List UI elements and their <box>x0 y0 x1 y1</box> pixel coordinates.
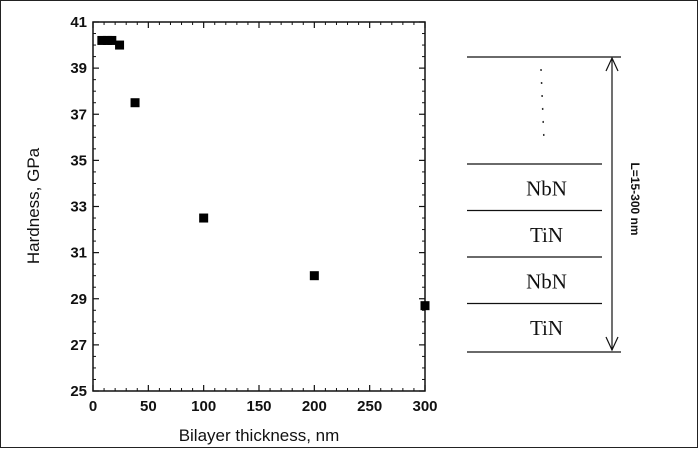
dimension-arrow-top-head <box>605 56 619 72</box>
y-tick-label: 29 <box>70 291 87 308</box>
plot-area <box>92 21 426 392</box>
data-points <box>97 35 430 311</box>
data-point <box>420 301 430 311</box>
layer-label: TiN <box>530 223 563 247</box>
x-tick-label: 100 <box>191 398 216 415</box>
y-tick-label: 33 <box>70 199 87 216</box>
data-point <box>115 40 125 50</box>
multilayer-schematic: NbN TiN NbN TiN L=15-300 nm <box>467 56 642 353</box>
y-tick-label: 41 <box>70 14 87 31</box>
y-tick-label: 25 <box>70 383 87 400</box>
y-tick-label: 35 <box>70 152 87 169</box>
x-tick-label: 150 <box>246 398 271 415</box>
axis-ticks: 0 50 100 150 200 250 300 25 27 29 31 33 35 37 39 41 <box>70 14 437 415</box>
y-tick-label: 37 <box>70 106 87 123</box>
dimension-arrow-bottom-head <box>605 336 619 352</box>
layer-label: NbN <box>526 176 567 200</box>
continuation-dots <box>540 68 545 142</box>
y-tick-label: 27 <box>70 337 87 354</box>
data-point <box>130 98 140 108</box>
data-point <box>199 213 209 223</box>
x-tick-label: 300 <box>412 398 437 415</box>
y-tick-label: 31 <box>70 245 87 262</box>
data-point <box>107 35 117 45</box>
dimension-label: L=15-300 nm <box>628 162 642 235</box>
layer-stack: NbN TiN NbN TiN <box>467 163 621 353</box>
x-tick-label: 200 <box>302 398 327 415</box>
y-tick-label: 39 <box>70 60 87 77</box>
x-tick-label: 50 <box>140 398 157 415</box>
data-point <box>97 35 107 45</box>
x-tick-label: 0 <box>89 398 97 415</box>
x-tick-label: 250 <box>357 398 382 415</box>
layer-label: TiN <box>530 316 563 340</box>
scatter-plot: 0 50 100 150 200 250 300 25 27 29 31 33 35 37 39 41 Bil… <box>24 14 438 445</box>
x-axis-title: Bilayer thickness, nm <box>179 426 340 445</box>
layer-label: NbN <box>526 269 567 293</box>
y-axis-title: Hardness, GPa <box>24 147 43 264</box>
data-point <box>309 271 319 281</box>
